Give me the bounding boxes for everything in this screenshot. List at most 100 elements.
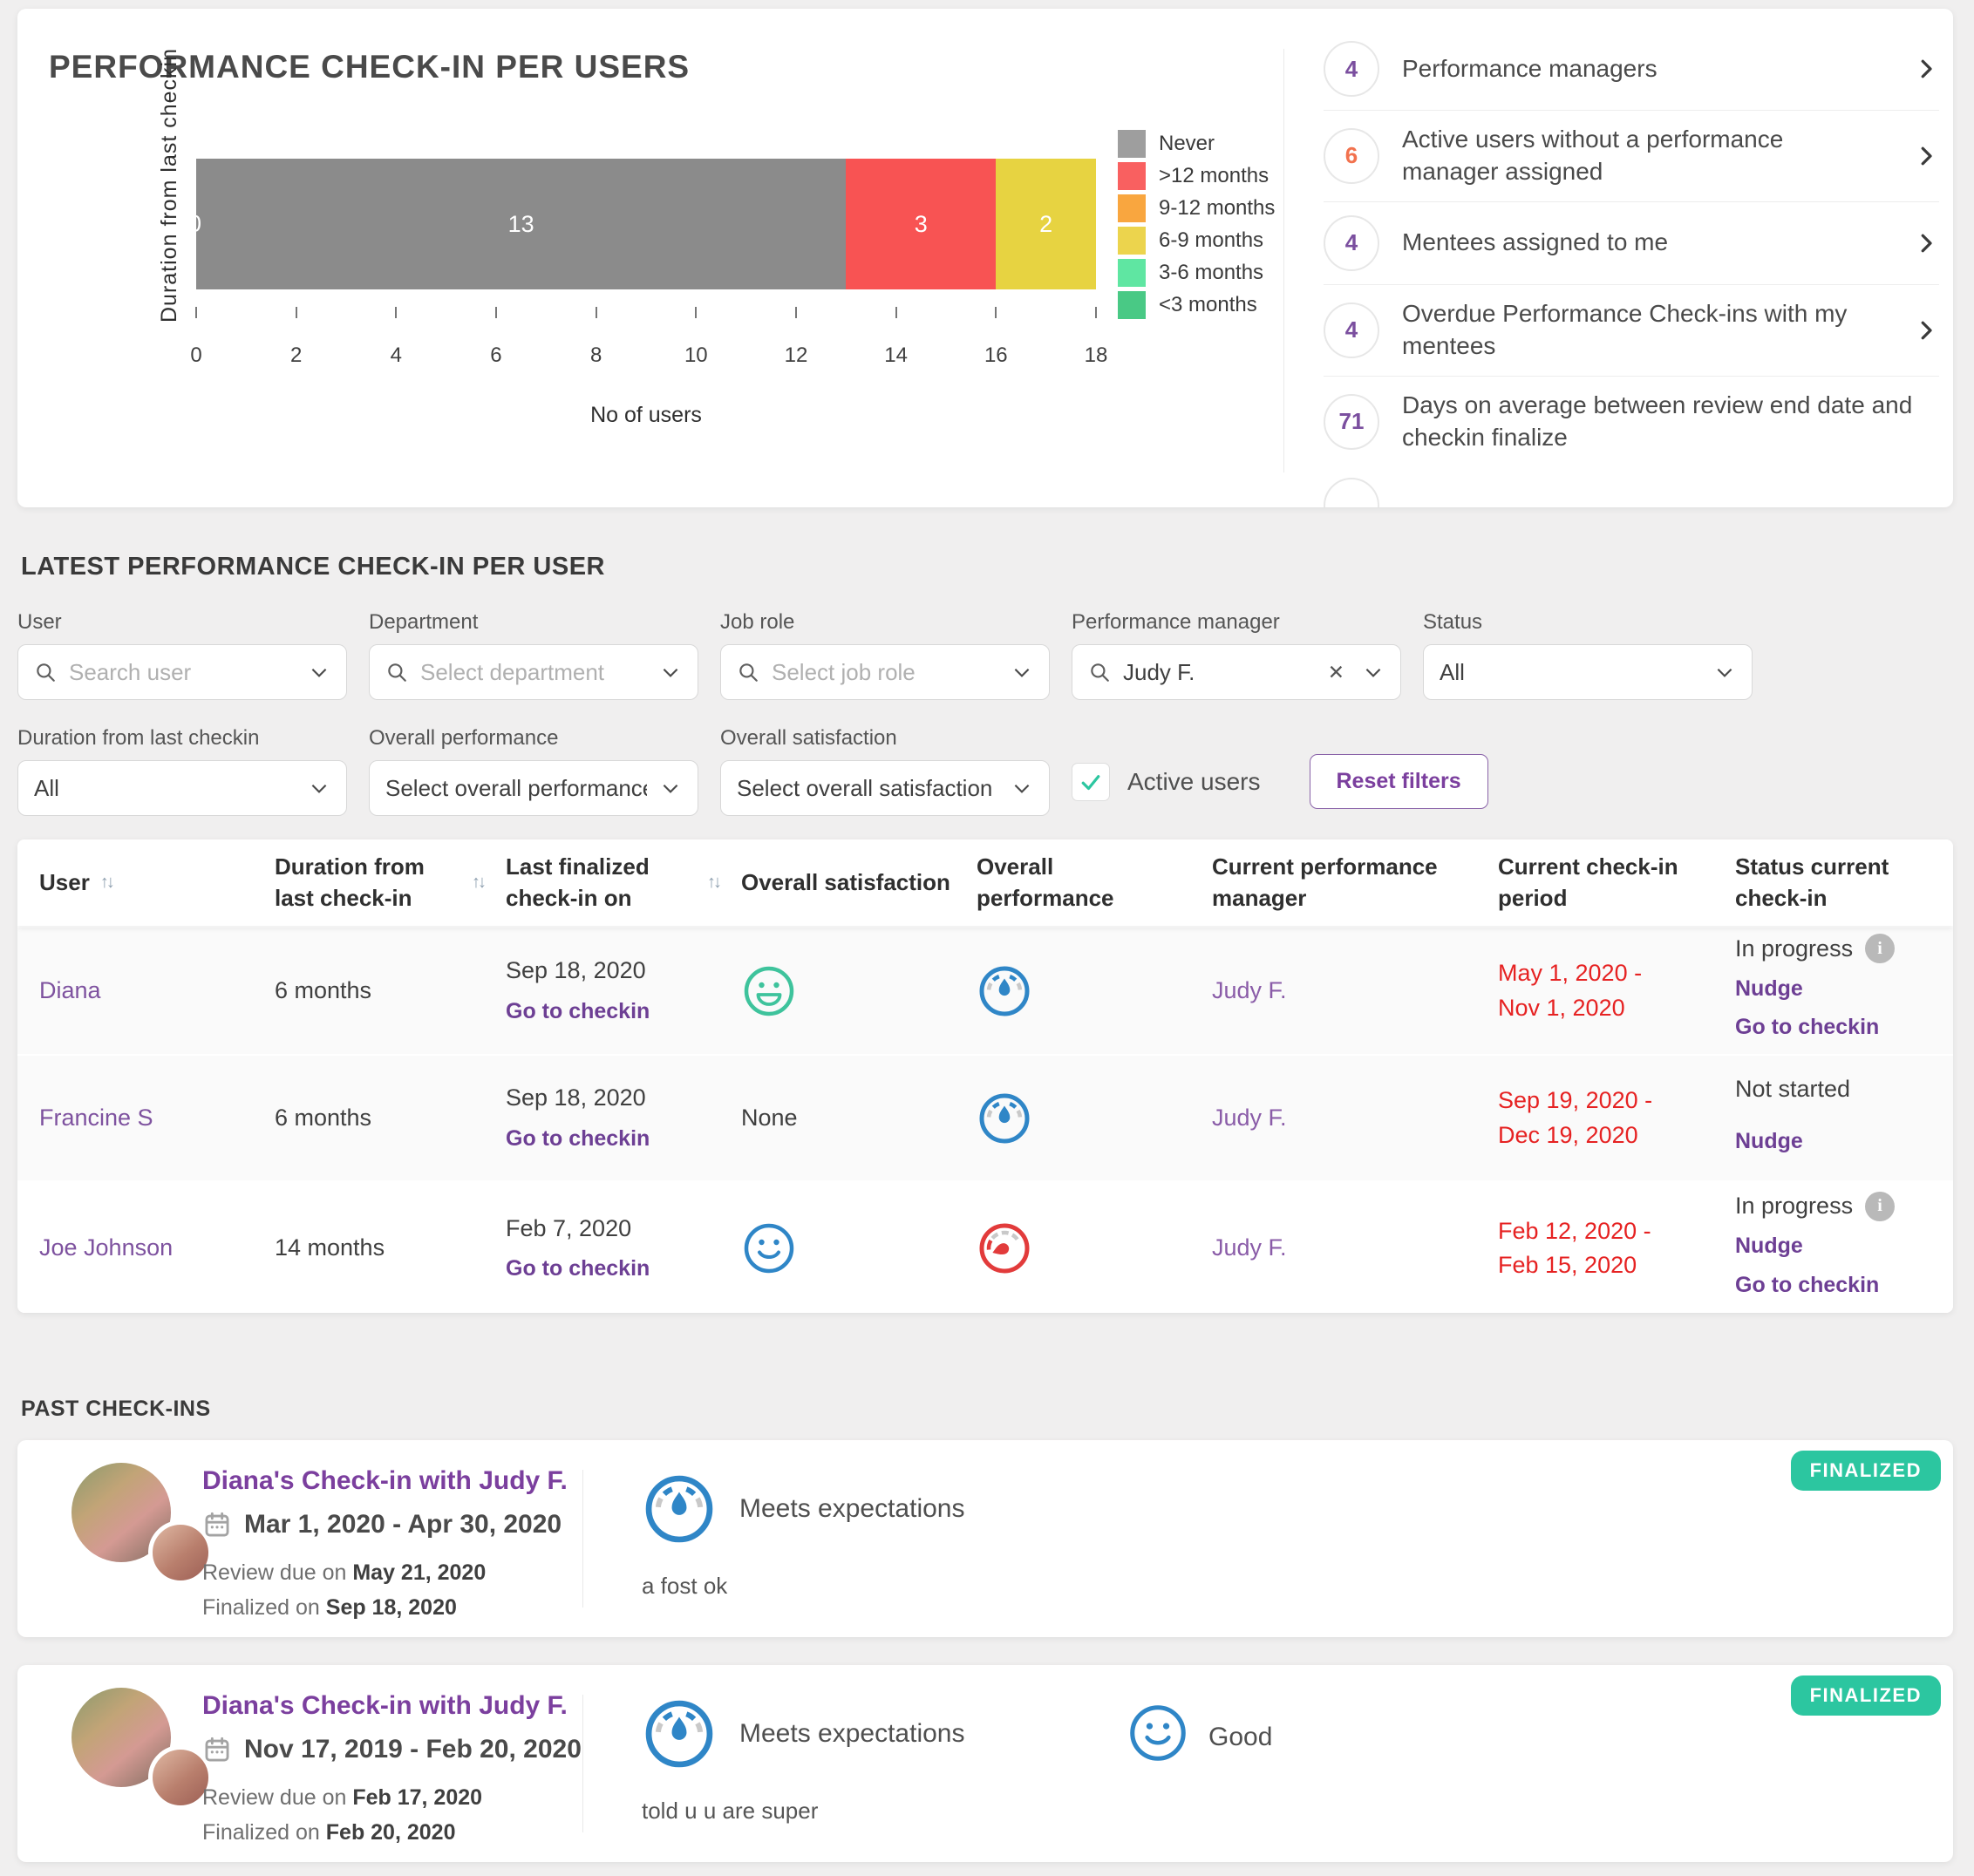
- chevron-down-icon[interactable]: [308, 777, 330, 799]
- active-users-checkbox[interactable]: [1072, 762, 1110, 801]
- chevron-down-icon[interactable]: [659, 661, 682, 683]
- chevron-down-icon[interactable]: [1011, 661, 1033, 683]
- stacked-bar: 0 13 3 2: [196, 159, 1096, 289]
- stat-mentees-assigned[interactable]: 4 Mentees assigned to me: [1324, 201, 1939, 284]
- legend-item: 6-9 months: [1118, 224, 1275, 256]
- table-row: Joe Johnson 14 months Feb 7, 2020 Go to …: [17, 1180, 1953, 1313]
- latest-checkin-section-title: LATEST PERFORMANCE CHECK-IN PER USER: [21, 553, 605, 581]
- duration-select[interactable]: All: [17, 760, 347, 816]
- status-select[interactable]: All: [1423, 644, 1753, 700]
- performance-meets-gauge-icon: [977, 963, 1032, 1019]
- status-cell: In progress i Nudge Go to checkin: [1713, 932, 1953, 1050]
- department-select[interactable]: Select department: [369, 644, 698, 700]
- search-icon: [739, 663, 758, 682]
- finalized-badge: FINALIZED: [1790, 1451, 1941, 1491]
- finalized-badge: FINALIZED: [1790, 1675, 1941, 1716]
- legend-swatch-gt12: [1118, 161, 1146, 190]
- legend-item: >12 months: [1118, 160, 1275, 192]
- user-search-input[interactable]: Search user: [17, 644, 347, 700]
- sort-icon[interactable]: ↑↓: [472, 873, 487, 892]
- table-row: Francine S 6 months Sep 18, 2020 Go to c…: [17, 1054, 1953, 1180]
- past-checkin-card: FINALIZED Diana's Check-in with Judy F. …: [17, 1440, 1953, 1637]
- go-to-checkin-link[interactable]: Go to checkin: [506, 1256, 650, 1281]
- bar-segment-gt12-months: 3: [846, 159, 997, 289]
- checkin-period: Nov 17, 2019 - Feb 20, 2020: [202, 1735, 582, 1764]
- chevron-down-icon[interactable]: [308, 661, 330, 683]
- sort-icon[interactable]: ↑↓: [707, 873, 722, 892]
- chevron-down-icon[interactable]: [1713, 661, 1736, 683]
- nudge-link[interactable]: Nudge: [1735, 975, 1803, 1001]
- col-user: User ↑↓: [39, 868, 115, 895]
- check-icon: [1081, 774, 1100, 790]
- manager-link[interactable]: Judy F.: [1212, 976, 1287, 1003]
- stat-count-badge: 71: [1324, 393, 1379, 450]
- performance-manager-select[interactable]: Judy F. ✕: [1072, 644, 1401, 700]
- chart-legend: Never >12 months 9-12 months 6-9 months …: [1118, 127, 1275, 321]
- avatar-group: [71, 1463, 213, 1611]
- col-status: Status current check-in: [1735, 853, 1889, 911]
- filter-status: Status All: [1423, 610, 1753, 700]
- chevron-right-icon[interactable]: [1913, 230, 1939, 256]
- chevron-right-icon[interactable]: [1913, 317, 1939, 343]
- satisfaction-good-icon: [741, 1220, 797, 1276]
- legend-item: 9-12 months: [1118, 192, 1275, 224]
- user-link[interactable]: Francine S: [39, 1104, 153, 1131]
- overall-satisfaction-select[interactable]: Select overall satisfaction: [720, 760, 1050, 816]
- review-due-line: Review due on Feb 17, 2020: [202, 1785, 483, 1810]
- filter-overall-performance: Overall performance Select overall perfo…: [369, 726, 698, 816]
- stat-overdue-checkins[interactable]: 4 Overdue Performance Check-ins with my …: [1324, 283, 1939, 376]
- legend-item: 3-6 months: [1118, 256, 1275, 289]
- legend-swatch-never: [1118, 129, 1146, 158]
- search-icon: [1091, 663, 1109, 682]
- user-link[interactable]: Diana: [39, 976, 101, 1003]
- stat-users-without-manager[interactable]: 6 Active users without a performance man…: [1324, 110, 1939, 201]
- performance-checkin-chart-card: PERFORMANCE CHECK-IN PER USERS Duration …: [17, 9, 1953, 507]
- checkin-period: Mar 1, 2020 - Apr 30, 2020: [202, 1510, 562, 1540]
- sort-icon[interactable]: ↑↓: [99, 873, 115, 892]
- info-icon[interactable]: i: [1865, 1191, 1896, 1221]
- satisfaction-good-icon: [1127, 1702, 1189, 1764]
- chevron-right-icon[interactable]: [1913, 143, 1939, 169]
- reset-filters-button[interactable]: Reset filters: [1309, 754, 1488, 809]
- manager-link[interactable]: Judy F.: [1212, 1104, 1287, 1131]
- chevron-down-icon[interactable]: [1362, 661, 1385, 683]
- go-to-checkin-link[interactable]: Go to checkin: [506, 998, 650, 1023]
- duration-cell: 6 months: [275, 1104, 372, 1131]
- chevron-down-icon[interactable]: [659, 777, 682, 799]
- info-icon[interactable]: i: [1865, 934, 1896, 964]
- chevron-right-icon[interactable]: [1913, 56, 1939, 82]
- filter-overall-satisfaction: Overall satisfaction Select overall sati…: [720, 726, 1050, 816]
- manager-link[interactable]: Judy F.: [1212, 1234, 1287, 1261]
- nudge-link[interactable]: Nudge: [1735, 1128, 1803, 1153]
- col-overall-satisfaction: Overall satisfaction: [741, 868, 950, 895]
- duration-cell: 14 months: [275, 1234, 385, 1261]
- satisfaction-text: Good: [1208, 1723, 1273, 1751]
- stat-count-badge: 4: [1324, 41, 1379, 97]
- last-finalized-cell: Sep 18, 2020 Go to checkin: [506, 957, 650, 1023]
- legend-item: <3 months: [1118, 289, 1275, 321]
- nudge-link[interactable]: Nudge: [1735, 1234, 1803, 1259]
- bar-segment-6-9-months: 2: [996, 159, 1096, 289]
- chevron-down-icon[interactable]: [1011, 777, 1033, 799]
- go-to-checkin-link[interactable]: Go to checkin: [506, 1125, 650, 1151]
- go-to-checkin-link[interactable]: Go to checkin: [1735, 1015, 1880, 1040]
- job-role-select[interactable]: Select job role: [720, 644, 1050, 700]
- checkin-title-link[interactable]: Diana's Check-in with Judy F.: [202, 1466, 568, 1495]
- overall-performance-select[interactable]: Select overall performance: [369, 760, 698, 816]
- checkin-comment: told u u are super: [642, 1798, 819, 1824]
- legend-item: Never: [1118, 127, 1275, 160]
- chart-title: PERFORMANCE CHECK-IN PER USERS: [49, 49, 691, 85]
- clear-icon[interactable]: ✕: [1327, 660, 1344, 683]
- x-axis-ticks: [195, 307, 1097, 321]
- performance-meets-gauge-icon: [977, 1091, 1032, 1146]
- filter-performance-manager: Performance manager Judy F. ✕: [1072, 610, 1401, 700]
- col-last-finalized: Last finalized check-in on ↑↓: [506, 853, 722, 911]
- user-link[interactable]: Joe Johnson: [39, 1234, 174, 1261]
- checkin-title-link[interactable]: Diana's Check-in with Judy F.: [202, 1691, 568, 1720]
- avatar-manager: [148, 1520, 213, 1585]
- satisfaction-none-cell: None: [741, 1104, 798, 1131]
- filters-bar: User Search user Department Select depar…: [17, 610, 1953, 816]
- stat-performance-managers[interactable]: 4 Performance managers: [1324, 28, 1939, 110]
- stat-days-average: 71 Days on average between review end da…: [1324, 375, 1939, 467]
- go-to-checkin-link[interactable]: Go to checkin: [1735, 1272, 1880, 1297]
